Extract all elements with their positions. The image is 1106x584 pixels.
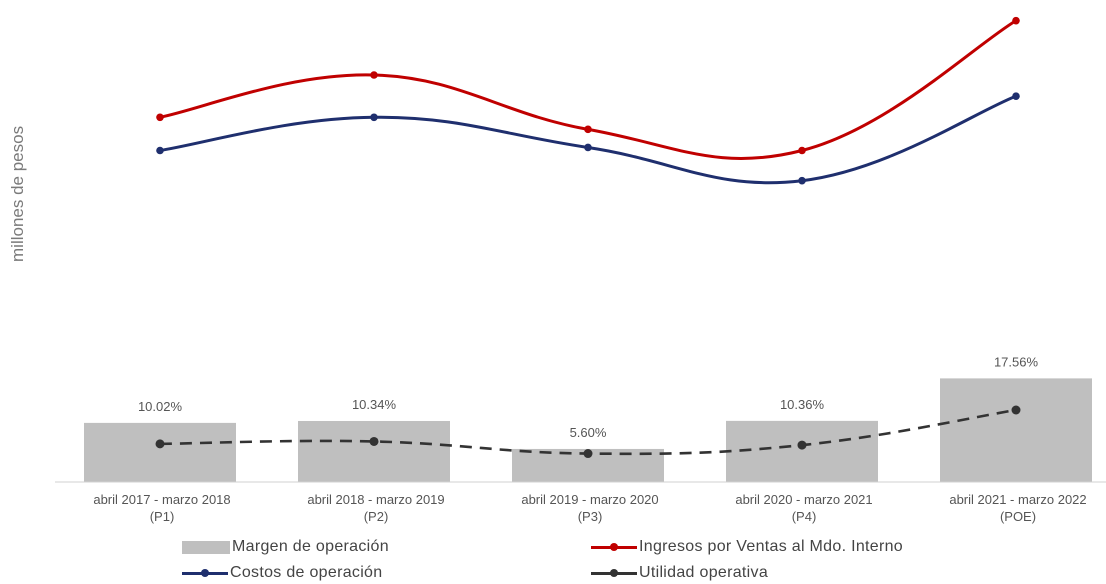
x-tick-sublabel: (P4)	[792, 509, 817, 524]
utilidad-point	[369, 436, 379, 446]
costos-line	[159, 94, 1017, 185]
chart-canvas: 10.02% 10.34% 5.60% 10.36% 17.56% abril 2017…	[55, 16, 1106, 524]
utilidad-point	[1011, 405, 1021, 415]
legend-item-margen: Margen de operación	[182, 536, 389, 558]
ingresos-point	[156, 113, 164, 122]
margin-data-label: 5.60%	[570, 425, 607, 440]
legend-swatch-costos	[182, 566, 228, 580]
x-tick-label: abril 2019 - marzo 2020	[521, 492, 658, 507]
x-tick-label: abril 2020 - marzo 2021	[735, 492, 872, 507]
x-tick-sublabel: (P3)	[578, 509, 603, 524]
legend-label-margen: Margen de operación	[232, 538, 389, 555]
costos-point	[584, 143, 592, 152]
legend-swatch-ingresos	[591, 540, 637, 554]
legend-item-costos: Costos de operación	[182, 562, 382, 584]
ingresos-point	[798, 146, 806, 155]
margin-bar	[726, 420, 878, 482]
costos-point	[1012, 92, 1020, 100]
margin-bar	[940, 378, 1092, 482]
utilidad-point	[155, 439, 165, 449]
x-tick-label: abril 2017 - marzo 2018	[93, 492, 230, 507]
margin-data-label: 17.56%	[994, 354, 1039, 369]
y-axis-label-text: millones de pesos	[8, 125, 27, 262]
ingresos-point	[1012, 16, 1020, 25]
x-tick-sublabel: (P2)	[364, 509, 389, 524]
costos-point	[798, 176, 806, 185]
x-tick-label: abril 2021 - marzo 2022	[949, 492, 1086, 507]
legend-item-utilidad: Utilidad operativa	[591, 562, 768, 584]
costos-point	[370, 113, 378, 122]
margin-data-label: 10.02%	[138, 399, 183, 414]
legend-label-ingresos: Ingresos por Ventas al Mdo. Interno	[639, 538, 903, 555]
ingresos-point	[370, 71, 378, 79]
legend-item-ingresos: Ingresos por Ventas al Mdo. Interno	[591, 536, 903, 558]
x-tick-sublabel: (POE)	[1000, 509, 1036, 524]
margin-bar	[298, 420, 450, 482]
utilidad-point	[797, 440, 807, 450]
legend-label-utilidad: Utilidad operativa	[639, 564, 769, 581]
legend-swatch-margen	[182, 540, 230, 554]
x-tick-sublabel: (P1)	[150, 509, 175, 524]
utilidad-point	[583, 449, 593, 459]
margin-data-label: 10.34%	[352, 397, 397, 412]
ingresos-point	[584, 125, 592, 134]
costos-point	[156, 146, 164, 155]
legend: Margen de operación Ingresos por Ventas …	[0, 534, 1106, 584]
y-axis-label: millones de pesos	[8, 126, 28, 282]
legend-swatch-utilidad	[591, 566, 637, 580]
margin-data-label: 10.36%	[780, 397, 825, 412]
x-tick-label: abril 2018 - marzo 2019	[307, 492, 444, 507]
ingresos-line	[159, 19, 1017, 160]
legend-label-costos: Costos de operación	[230, 564, 383, 581]
margin-bar	[84, 422, 236, 482]
